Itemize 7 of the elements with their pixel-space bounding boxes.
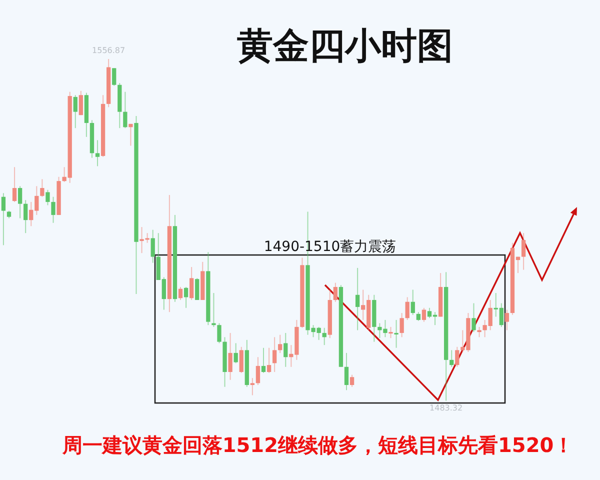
candlestick [195,278,200,300]
annotation: 1490-1510蓄力震荡 [264,239,396,255]
candlestick [112,68,116,86]
annotation: 1483.32 [430,404,463,413]
text: 周一建议黄金回落1512继续做多，短线目标先看1520！ [61,433,574,457]
annotation: 1556.87 [92,46,126,55]
chart-title: 黄金四小时图 [237,25,453,67]
